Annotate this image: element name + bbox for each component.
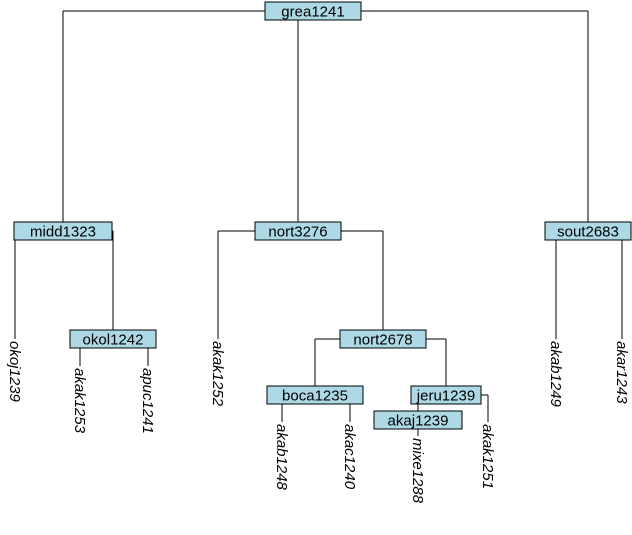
- node-nort3276: nort3276: [254, 221, 342, 241]
- node-box-nort2678: [339, 329, 427, 349]
- node-label-jeru1239: jeru1239: [416, 388, 475, 405]
- node-midd1323: midd1323: [13, 221, 113, 241]
- node-label-sout2683: sout2683: [557, 224, 619, 241]
- node-sout2683: sout2683: [544, 221, 632, 241]
- node-box-boca1235: [266, 385, 364, 405]
- leaf-label-akac1240: akac1240: [341, 424, 358, 490]
- leaf-label-akak1251: akak1251: [479, 424, 496, 489]
- node-label-akaj1239: akaj1239: [388, 413, 449, 430]
- node-box-midd1323: [13, 221, 113, 241]
- node-box-akaj1239: [373, 410, 463, 430]
- node-box-okol1242: [69, 329, 157, 349]
- leaf-label-akab1249: akab1249: [547, 341, 564, 408]
- node-label-okol1242: okol1242: [83, 332, 144, 349]
- leaf-label-apuc1241: apuc1241: [139, 368, 156, 434]
- tree-leaves: okoj1239 akak1253 apuc1241 akak1252 akab1248…: [6, 341, 630, 504]
- node-grea1241: grea1241: [264, 1, 362, 21]
- leaf-label-akak1252: akak1252: [209, 341, 226, 407]
- node-box-grea1241: [264, 1, 362, 21]
- node-label-nort2678: nort2678: [353, 332, 412, 349]
- node-jeru1239: jeru1239: [410, 385, 482, 405]
- leaf-label-mixe1288: mixe1288: [409, 438, 426, 504]
- node-okol1242: okol1242: [69, 329, 157, 349]
- node-boca1235: boca1235: [266, 385, 364, 405]
- node-label-boca1235: boca1235: [282, 388, 348, 405]
- node-box-jeru1239: [410, 385, 482, 405]
- node-label-midd1323: midd1323: [30, 224, 96, 241]
- node-akaj1239: akaj1239: [373, 410, 463, 430]
- leaf-label-akab1248: akab1248: [273, 424, 290, 491]
- leaf-label-akak1253: akak1253: [71, 368, 88, 434]
- leaf-label-okoj1239: okoj1239: [6, 341, 23, 403]
- node-box-sout2683: [544, 221, 632, 241]
- leaf-label-akar1243: akar1243: [613, 341, 630, 404]
- node-nort2678: nort2678: [339, 329, 427, 349]
- node-label-nort3276: nort3276: [268, 224, 327, 241]
- node-label-grea1241: grea1241: [281, 4, 344, 21]
- node-box-nort3276: [254, 221, 342, 241]
- tree-nodes: grea1241 midd1323 okol1242 nort3276 nort2678…: [13, 1, 632, 430]
